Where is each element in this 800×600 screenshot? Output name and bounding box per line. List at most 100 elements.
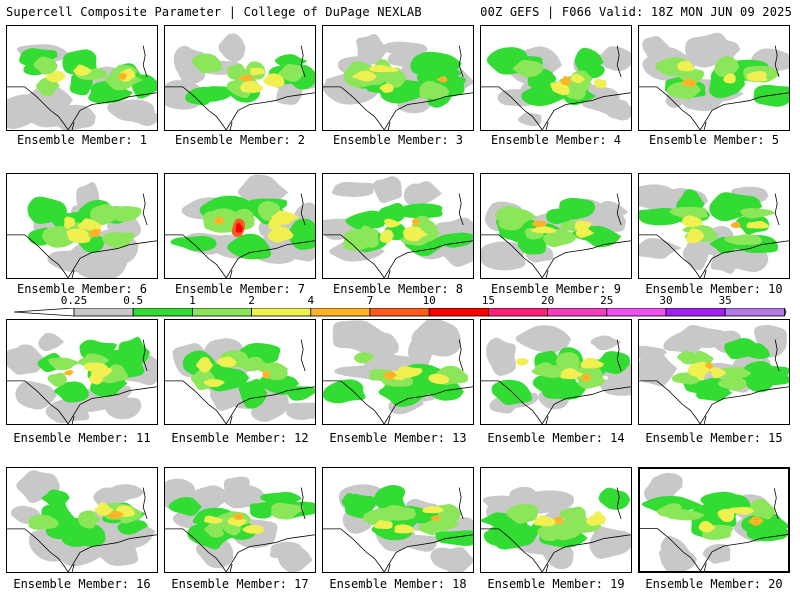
legend-swatch (73, 308, 134, 317)
map-boundary-line (541, 534, 631, 572)
map-boundary-line (229, 564, 233, 572)
scp-contour (94, 502, 114, 516)
ensemble-member-panel[interactable] (480, 25, 632, 131)
scp-contour (249, 67, 265, 76)
scp-contour (411, 320, 461, 357)
ensemble-member-panel[interactable] (480, 467, 632, 573)
scp-contour (398, 203, 443, 219)
scp-contour (686, 228, 705, 244)
scp-contour (89, 228, 102, 238)
scp-contour (267, 226, 294, 243)
scp-contour (682, 215, 703, 228)
map-boundary-line (541, 386, 631, 424)
legend-tick-label: 4 (307, 294, 315, 307)
map-boundary-line (458, 487, 464, 520)
map-boundary-line (703, 122, 707, 130)
ensemble-member-label: Ensemble Member: 17 (171, 577, 309, 591)
legend-tick-label: 7 (366, 294, 374, 307)
scp-contour (710, 367, 727, 379)
scp-contour (196, 356, 214, 373)
map-boundary-line (67, 386, 157, 424)
ensemble-member-panel[interactable] (164, 173, 316, 279)
ensemble-member-panel[interactable] (164, 467, 316, 573)
legend-tick-label: 35 (718, 294, 732, 307)
scp-contour (487, 528, 530, 550)
ensemble-member-label: Ensemble Member: 11 (13, 431, 151, 445)
scp-contour (204, 515, 223, 524)
ensemble-member-panel[interactable] (6, 173, 158, 279)
map-boundary-line (229, 122, 233, 130)
ensemble-member-panel[interactable] (638, 25, 790, 131)
ensemble-member-label: Ensemble Member: 14 (487, 431, 625, 445)
scp-contour (593, 79, 607, 89)
map-boundary-line (142, 339, 148, 372)
scp-contour (83, 362, 108, 373)
scp-contour (589, 526, 631, 559)
scp-contour (383, 218, 402, 228)
ensemble-member-panel[interactable] (322, 173, 474, 279)
scp-contour (717, 508, 735, 523)
ensemble-member-panel[interactable] (164, 319, 316, 425)
map-boundary-line (225, 92, 315, 130)
scp-contour (260, 491, 302, 507)
ensemble-member-label: Ensemble Member: 19 (487, 577, 625, 591)
ensemble-member-panel[interactable] (480, 319, 632, 425)
scp-contour (107, 510, 124, 519)
scp-contour (75, 245, 128, 278)
scp-contour (277, 64, 304, 82)
map-boundary-line (481, 86, 543, 130)
ensemble-member-panel[interactable] (6, 25, 158, 131)
scp-contour (231, 513, 244, 520)
legend-tick-label: 0.5 (123, 294, 144, 307)
map-boundary-line (165, 86, 227, 130)
scp-contour (374, 520, 393, 530)
scp-contour (379, 83, 394, 93)
ensemble-member-panel[interactable] (6, 319, 158, 425)
map-boundary-line (774, 339, 780, 372)
scp-contour (89, 370, 104, 385)
legend-swatch (547, 308, 608, 317)
map-boundary-line (387, 416, 391, 424)
scp-contour (237, 174, 289, 206)
ensemble-member-panel[interactable] (638, 173, 790, 279)
scp-contour (682, 236, 710, 271)
scp-contour (591, 511, 607, 524)
scp-contour (7, 345, 43, 375)
map-boundary-line (225, 386, 315, 424)
ensemble-member-panel[interactable] (322, 467, 474, 573)
map-boundary-line (71, 122, 75, 130)
ensemble-member-panel[interactable] (322, 319, 474, 425)
map-boundary-line (481, 528, 543, 572)
ensemble-member-panel[interactable] (164, 25, 316, 131)
ensemble-member-panel[interactable] (638, 467, 790, 573)
ensemble-member-panel[interactable] (638, 319, 790, 425)
ensemble-member-label: Ensemble Member: 20 (645, 577, 783, 591)
scp-contour (73, 64, 92, 76)
scp-contour (238, 75, 254, 82)
scp-contour (90, 204, 119, 226)
ensemble-member-panel[interactable] (6, 467, 158, 573)
scp-contour (271, 502, 304, 520)
ensemble-member-label: Ensemble Member: 9 (490, 282, 622, 296)
ensemble-member-panel[interactable] (480, 173, 632, 279)
scp-contour (394, 524, 416, 534)
scp-contour (554, 516, 564, 525)
ensemble-member-label: Ensemble Member: 5 (648, 133, 780, 147)
scp-contour (698, 520, 716, 533)
scp-contour (541, 376, 586, 400)
scp-contour (718, 377, 747, 391)
map-boundary-line (545, 564, 549, 572)
scp-contour (669, 206, 708, 219)
map-boundary-line (71, 564, 75, 572)
scp-contour (709, 192, 763, 222)
map-boundary-line (703, 416, 707, 424)
scp-contour (515, 325, 571, 353)
map-boundary-line (616, 339, 622, 372)
map-boundary-line (67, 534, 157, 572)
scp-contour (331, 181, 376, 198)
scp-contour (249, 500, 278, 519)
scp-contour (33, 56, 58, 75)
scp-contour (693, 367, 707, 380)
scp-contour (422, 506, 445, 514)
ensemble-member-panel[interactable] (322, 25, 474, 131)
